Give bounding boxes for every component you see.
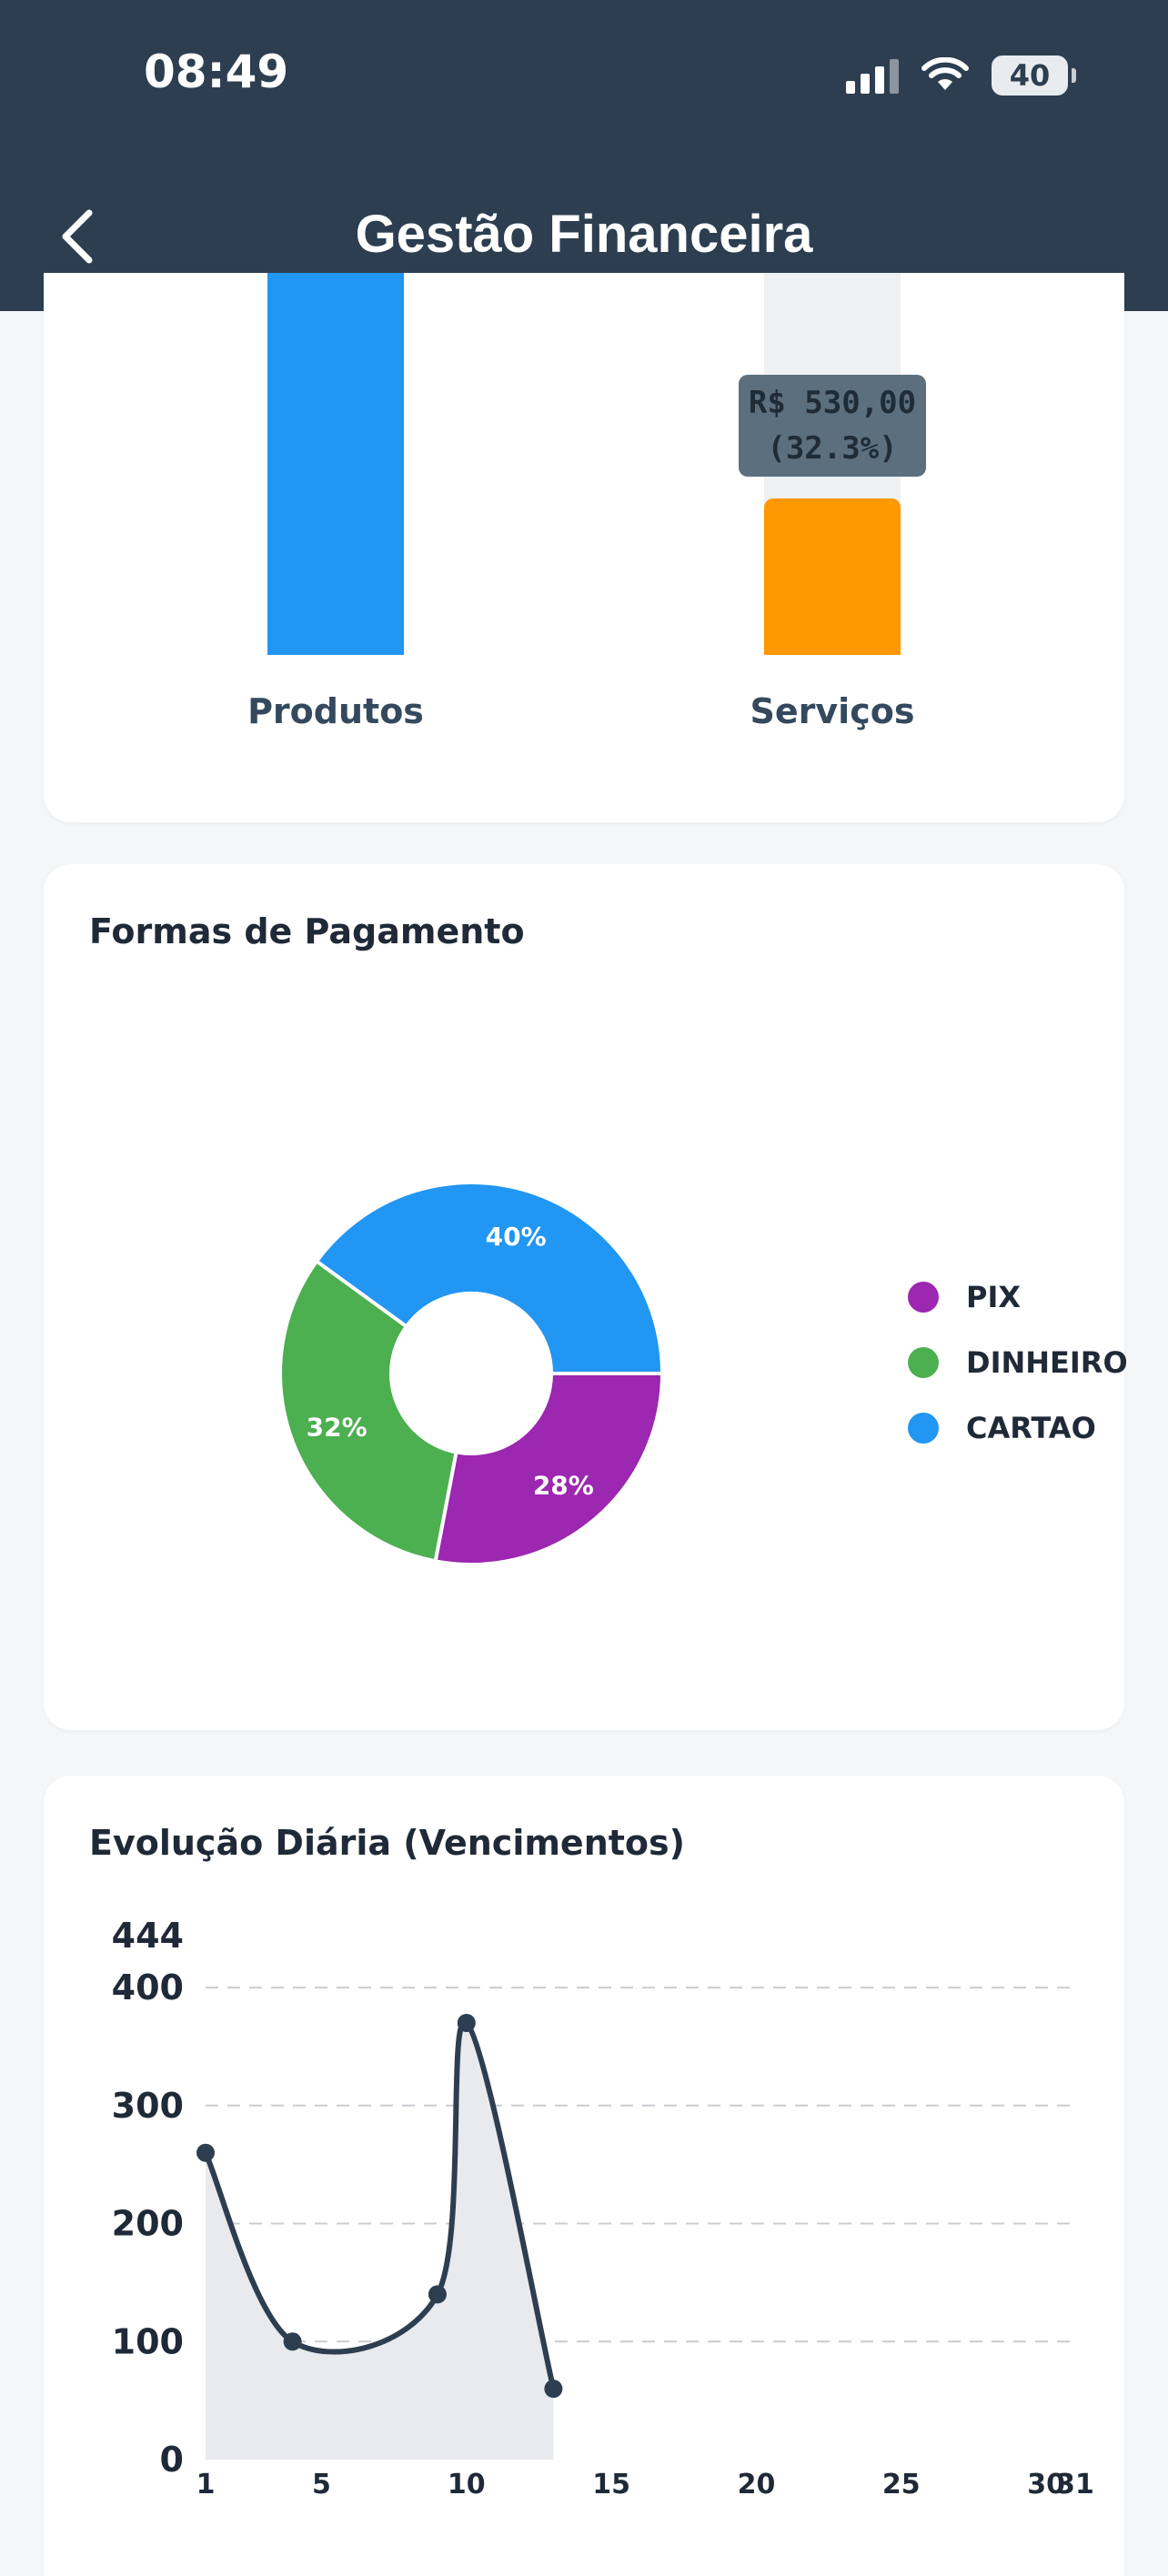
y-tick-label: 0 bbox=[160, 2440, 184, 2480]
data-point[interactable] bbox=[457, 2014, 476, 2032]
wifi-icon bbox=[921, 57, 969, 90]
bar-label-servicos: Serviços bbox=[750, 691, 915, 731]
y-tick-label: 400 bbox=[112, 1967, 184, 2007]
data-point[interactable] bbox=[283, 2332, 302, 2351]
x-tick-label: 20 bbox=[738, 2469, 776, 2501]
pie-slice-pix[interactable] bbox=[433, 1372, 665, 1566]
status-bar: 08:49 40 bbox=[0, 0, 1168, 164]
x-tick-label: 1 bbox=[196, 2469, 216, 2501]
legend-item-dinheiro[interactable]: DINHEIRO bbox=[908, 1330, 1128, 1395]
legend-item-pix[interactable]: PIX bbox=[908, 1264, 1128, 1330]
pie-label-pix: 28% bbox=[533, 1471, 594, 1501]
data-point[interactable] bbox=[428, 2285, 447, 2304]
x-tick-label: 5 bbox=[312, 2469, 331, 2501]
daily-evolution-card: Evolução Diária (Vencimentos) 0 100 200 300… bbox=[44, 1776, 1124, 2576]
status-time: 08:49 bbox=[144, 45, 289, 98]
bar-tooltip: R$ 530,00 (32.3%) bbox=[739, 375, 926, 477]
tooltip-value: R$ 530,00 bbox=[748, 385, 917, 421]
legend-dot-cartao bbox=[908, 1413, 939, 1444]
series-line bbox=[203, 2019, 557, 2390]
tooltip-percent: (32.3%) bbox=[767, 430, 898, 467]
signal-icon bbox=[846, 57, 899, 94]
bar-label-produtos: Produtos bbox=[247, 691, 424, 731]
data-point[interactable] bbox=[196, 2143, 215, 2162]
y-tick-label: 200 bbox=[112, 2204, 184, 2244]
x-tick-label: 10 bbox=[448, 2469, 486, 2501]
payment-methods-card: Formas de Pagamento 28% 32% 40% PIX DINHEI… bbox=[44, 864, 1128, 1730]
pie-slice-dinheiro[interactable] bbox=[278, 1258, 458, 1564]
bar-servicos[interactable] bbox=[764, 498, 901, 655]
chevron-left-icon[interactable] bbox=[47, 200, 111, 273]
y-tick-label: 300 bbox=[112, 2086, 184, 2126]
battery-icon: 40 bbox=[992, 55, 1076, 96]
daily-evolution-title: Evolução Diária (Vencimentos) bbox=[89, 1823, 686, 1863]
payment-methods-title: Formas de Pagamento bbox=[89, 911, 525, 951]
legend-dot-dinheiro bbox=[908, 1347, 939, 1378]
pie-legend: PIX DINHEIRO CARTAO bbox=[908, 1264, 1128, 1461]
x-tick-label: 25 bbox=[882, 2469, 921, 2501]
revenue-bar-card: R$ 530,00 (32.3%) Produtos Serviços bbox=[44, 273, 1124, 822]
y-tick-label: 444 bbox=[112, 1916, 184, 1956]
status-icons: 40 bbox=[846, 53, 1076, 98]
legend-label-pix: PIX bbox=[966, 1280, 1022, 1314]
legend-label-dinheiro: DINHEIRO bbox=[966, 1345, 1128, 1380]
x-tick-label: 31 bbox=[1056, 2469, 1094, 2501]
legend-dot-pix bbox=[908, 1282, 939, 1313]
y-tick-label: 100 bbox=[112, 2321, 184, 2361]
pie-label-cartao: 40% bbox=[486, 1222, 547, 1252]
bar-produtos[interactable] bbox=[267, 273, 404, 655]
legend-item-cartao[interactable]: CARTAO bbox=[908, 1395, 1128, 1461]
page-title: Gestão Financeira bbox=[355, 205, 813, 264]
area-fill bbox=[206, 2022, 554, 2460]
x-tick-label: 30 bbox=[1027, 2469, 1065, 2501]
battery-level: 40 bbox=[1009, 58, 1051, 93]
payment-donut-chart: 28% 32% 40% bbox=[278, 1181, 665, 1566]
pie-slice-cartao[interactable] bbox=[314, 1181, 665, 1375]
x-tick-label: 15 bbox=[592, 2469, 630, 2501]
pie-label-dinheiro: 32% bbox=[307, 1413, 368, 1443]
data-point[interactable] bbox=[544, 2380, 563, 2399]
legend-label-cartao: CARTAO bbox=[966, 1411, 1096, 1445]
